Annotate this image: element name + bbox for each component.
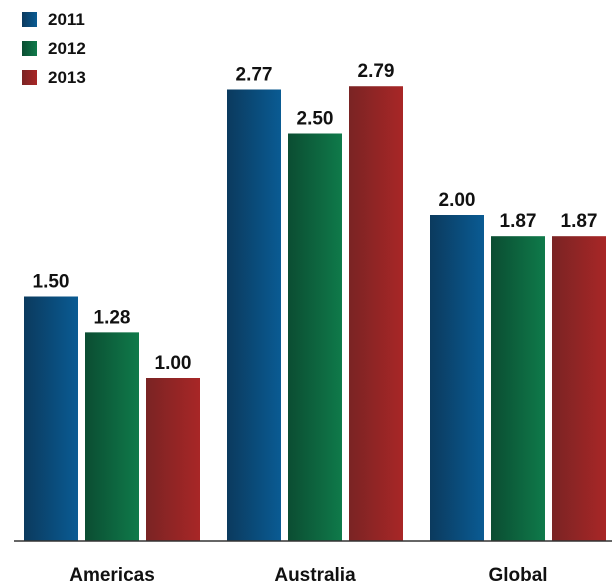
value-label-global-2012: 1.87	[500, 211, 537, 232]
bar-australia-2012	[288, 133, 342, 541]
legend-label-2013: 2013	[48, 68, 86, 87]
legend: 2011 2012 2013	[22, 10, 86, 87]
bar-global-2012	[491, 236, 545, 541]
category-labels-group: Americas Australia Global	[69, 565, 547, 586]
value-label-americas-2012: 1.28	[94, 307, 131, 328]
value-label-global-2011: 2.00	[439, 190, 476, 211]
value-label-americas-2013: 1.00	[155, 353, 192, 374]
legend-label-2012: 2012	[48, 39, 86, 58]
legend-swatch-2012	[22, 41, 37, 56]
category-label-australia: Australia	[274, 565, 356, 586]
bar-americas-2012	[85, 332, 139, 541]
legend-label-2011: 2011	[48, 10, 85, 29]
bar-australia-2011	[227, 89, 281, 542]
value-label-americas-2011: 1.50	[33, 272, 70, 293]
legend-swatch-2013	[22, 70, 37, 85]
bars-group	[24, 86, 606, 542]
bar-australia-2013	[349, 86, 403, 541]
bar-americas-2011	[24, 296, 78, 541]
value-label-australia-2011: 2.77	[236, 64, 273, 85]
legend-swatch-2011	[22, 12, 37, 27]
value-label-australia-2013: 2.79	[358, 61, 395, 82]
value-label-global-2013: 1.87	[561, 211, 598, 232]
value-labels-group: 1.50 1.28 1.00 2.77 2.50 2.79 2.00 1.87 1.87	[33, 61, 598, 374]
value-label-australia-2012: 2.50	[297, 109, 334, 130]
category-label-global: Global	[488, 565, 547, 586]
bar-americas-2013	[146, 378, 200, 541]
category-label-americas: Americas	[69, 565, 155, 586]
bar-global-2013	[552, 236, 606, 541]
bar-global-2011	[430, 215, 484, 541]
